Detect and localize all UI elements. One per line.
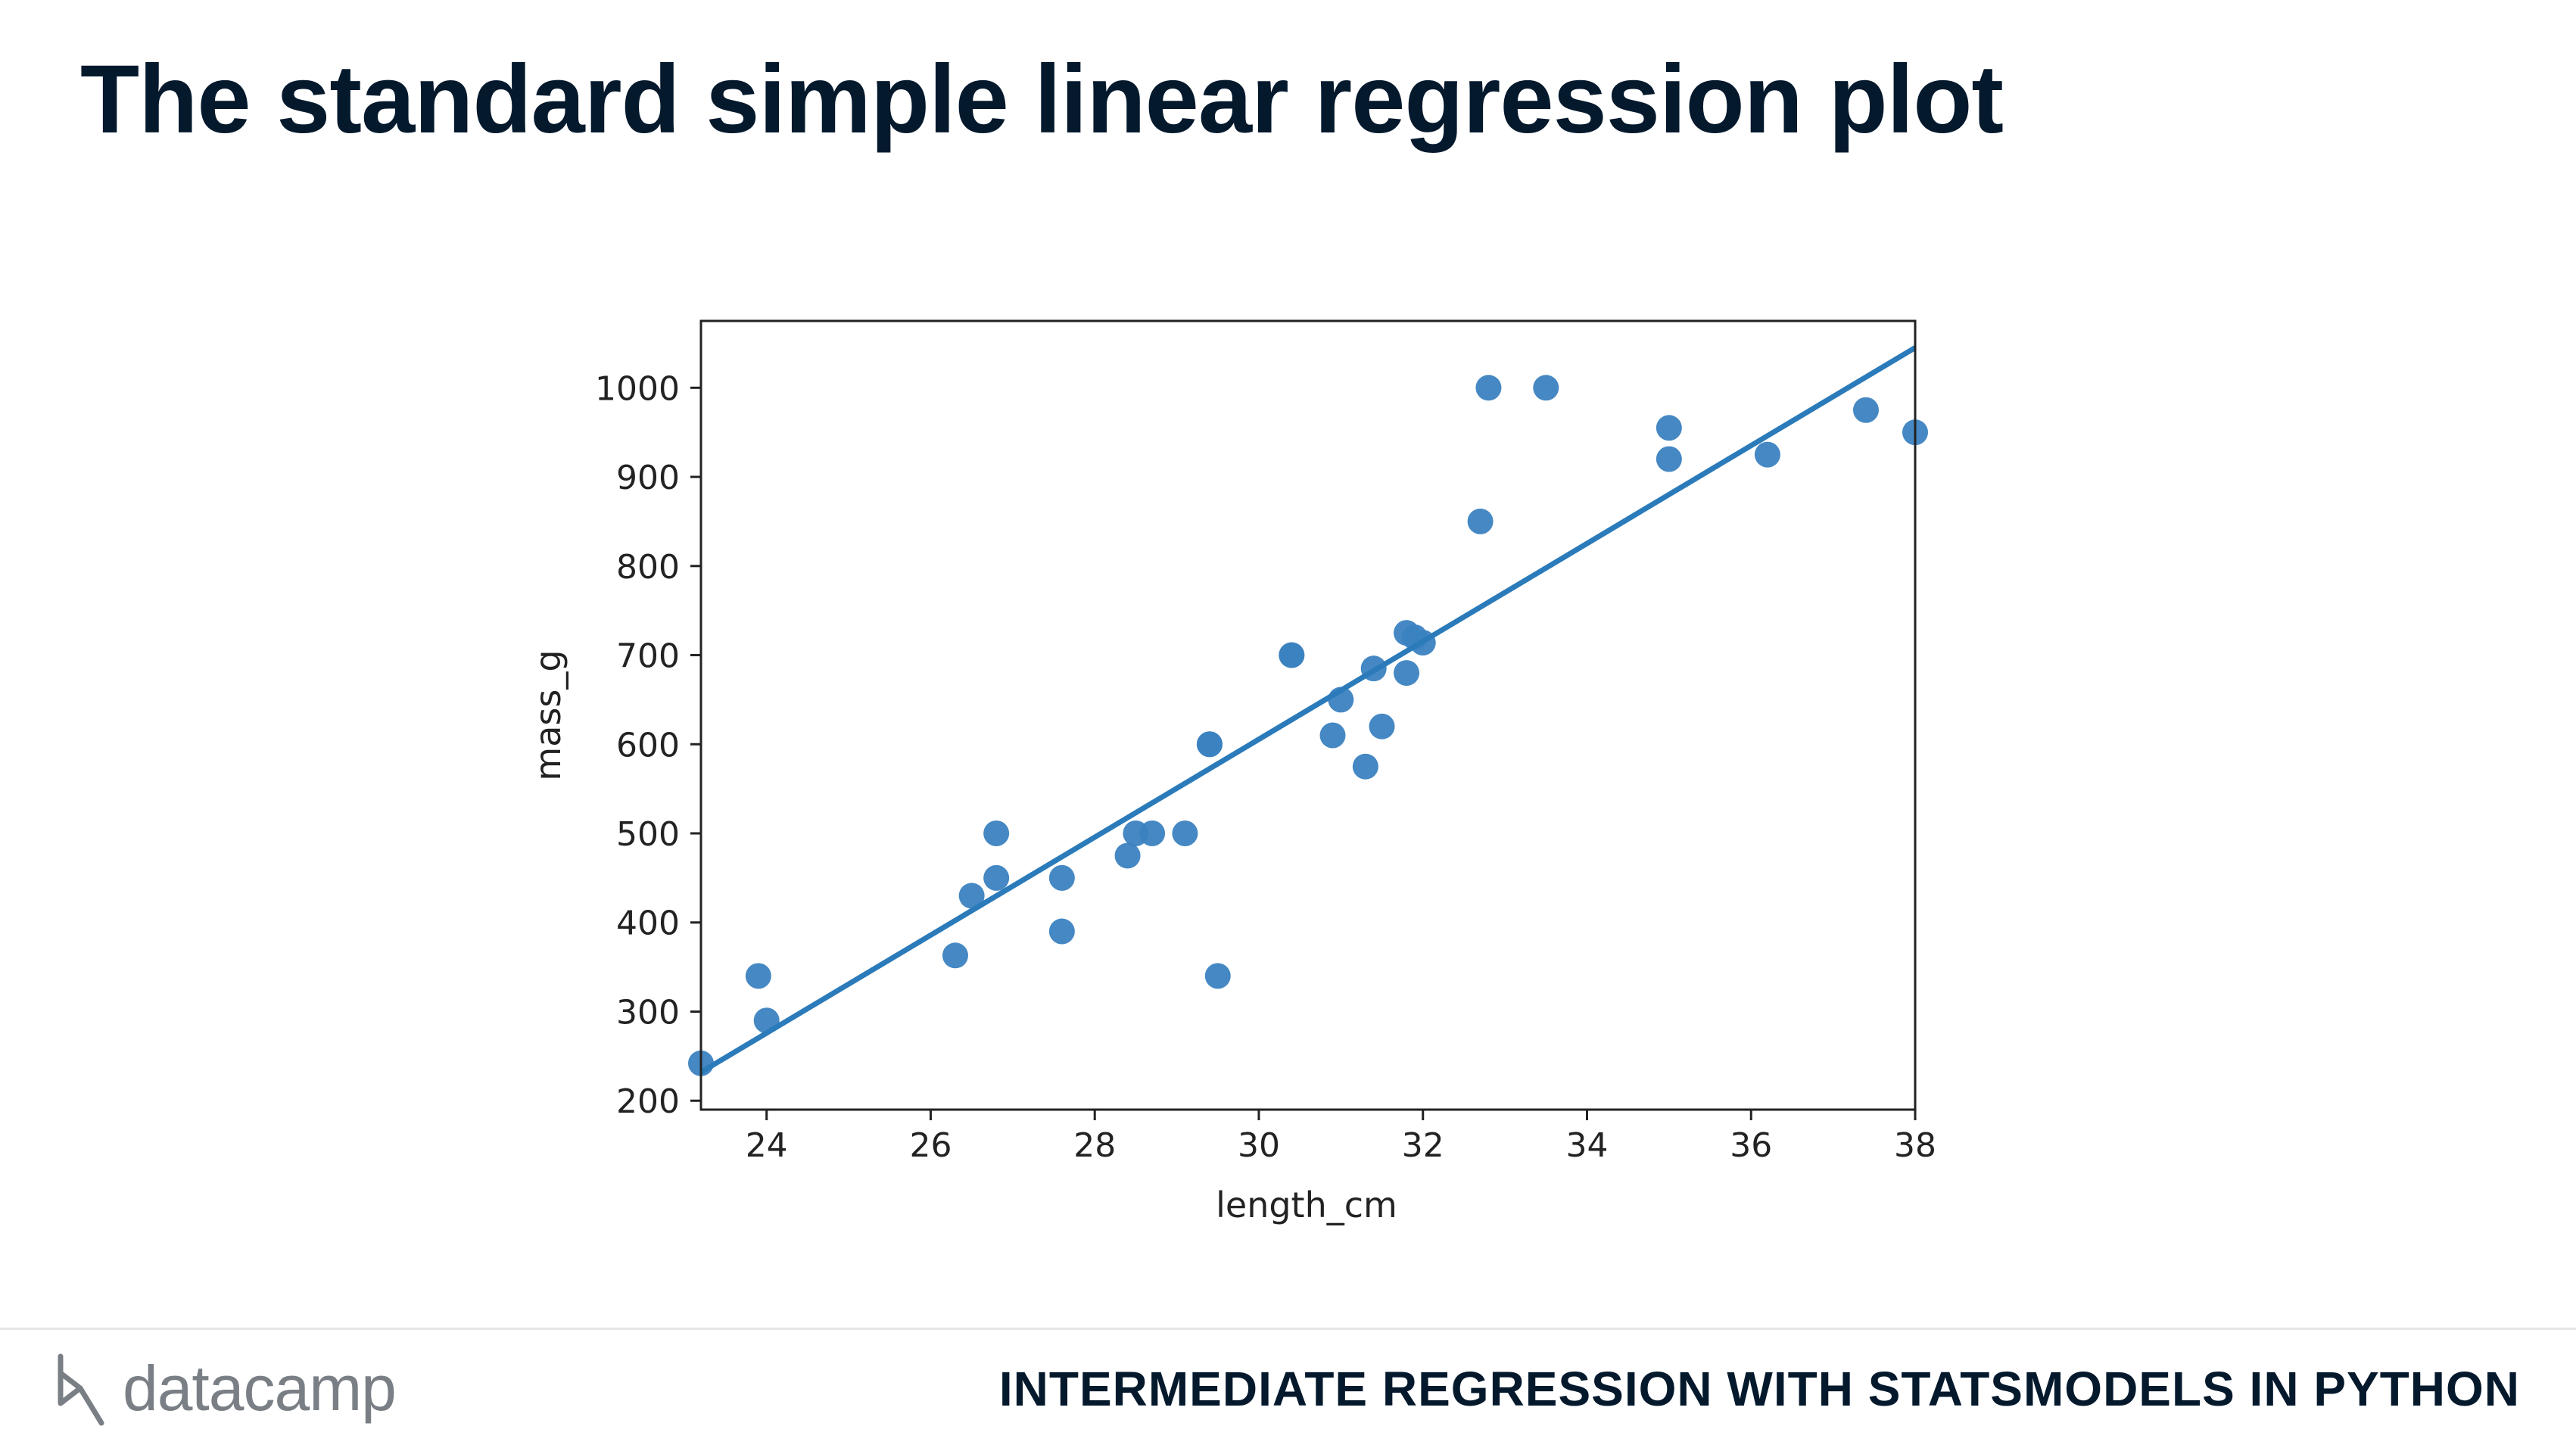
y-tick-label: 700 (616, 637, 680, 676)
course-title: INTERMEDIATE REGRESSION WITH STATSMODELS… (998, 1362, 2520, 1416)
y-tick-label: 600 (616, 726, 680, 764)
datacamp-logo-text: datacamp (123, 1353, 397, 1424)
data-point-22 (1369, 713, 1395, 740)
y-tick-label: 900 (616, 459, 680, 497)
x-tick-label: 36 (1730, 1126, 1772, 1165)
y-tick-label: 500 (616, 815, 680, 854)
x-axis-ticks: 24 26 28 30 32 34 36 38 (746, 1110, 1936, 1165)
data-point-1 (745, 963, 771, 989)
data-point-18 (1319, 722, 1346, 749)
data-point-33 (1852, 397, 1879, 423)
data-point-30 (1656, 446, 1682, 472)
y-tick-label: 200 (616, 1082, 680, 1121)
y-tick-label: 300 (616, 993, 680, 1032)
x-tick-label: 24 (746, 1126, 788, 1165)
data-point-15 (1204, 963, 1231, 989)
y-tick-label: 400 (616, 905, 680, 943)
data-point-32 (1754, 441, 1780, 468)
data-point-6 (983, 820, 1010, 847)
data-point-27 (1467, 508, 1494, 534)
plot-frame (699, 319, 1917, 1111)
x-tick-label: 28 (1073, 1126, 1116, 1165)
y-tick-label: 1000 (595, 369, 680, 408)
slide-title: The standard simple linear regression pl… (80, 45, 2004, 154)
data-point-3 (942, 942, 968, 969)
data-point-23 (1394, 660, 1420, 687)
regression-line (699, 345, 1917, 1075)
data-point-17 (1279, 642, 1305, 668)
data-point-4 (958, 883, 985, 909)
data-point-9 (1114, 842, 1141, 869)
x-tick-label: 32 (1402, 1126, 1444, 1165)
regression-line-layer (699, 345, 1917, 1075)
data-point-5 (983, 864, 1010, 891)
x-tick-label: 30 (1238, 1126, 1280, 1165)
data-point-7 (1048, 918, 1075, 945)
x-axis-label: length_cm (1216, 1185, 1397, 1225)
data-point-12 (1172, 820, 1198, 847)
footer-divider (0, 1328, 2576, 1330)
x-tick-label: 34 (1565, 1126, 1608, 1165)
data-point-20 (1352, 753, 1378, 780)
data-point-11 (1139, 820, 1166, 847)
y-axis-label: mass_g (528, 649, 568, 780)
data-point-28 (1475, 375, 1502, 401)
y-axis-ticks: 200 300 400 500 600 700 800 900 1000 (595, 369, 701, 1121)
points-layer (688, 375, 1928, 1076)
data-point-8 (1048, 864, 1075, 891)
data-point-29 (1533, 375, 1559, 401)
data-point-31 (1656, 415, 1682, 441)
datacamp-logo-icon (58, 1353, 104, 1426)
x-tick-label: 38 (1894, 1126, 1936, 1165)
y-tick-label: 800 (616, 548, 680, 587)
x-tick-label: 26 (909, 1126, 952, 1165)
data-point-14 (1196, 731, 1223, 758)
